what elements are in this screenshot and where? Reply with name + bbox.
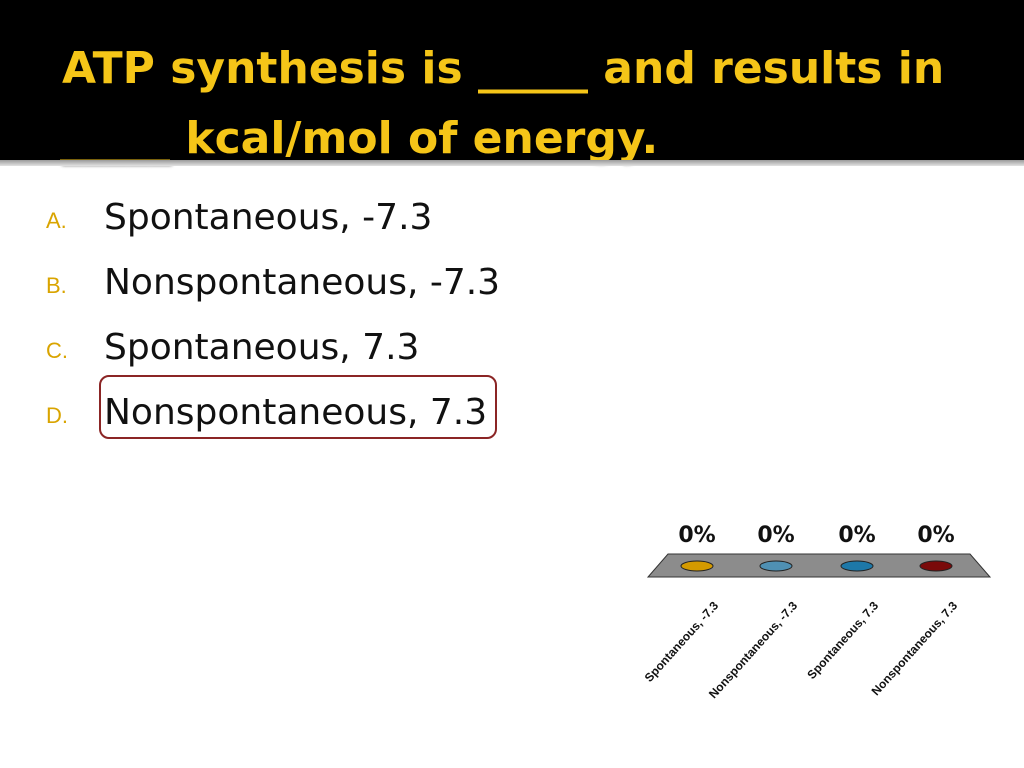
option-letter: C. (46, 338, 68, 363)
option-text: Spontaneous, -7.3 (104, 197, 433, 238)
option-c[interactable]: C. Spontaneous, 7.3 (46, 326, 500, 391)
chart-platform (646, 553, 992, 578)
answer-options: A. Spontaneous, -7.3 B. Nonspontaneous, … (46, 196, 500, 456)
option-b[interactable]: B. Nonspontaneous, -7.3 (46, 261, 500, 326)
slide-title-line-2: _____ kcal/mol of energy. (60, 113, 659, 164)
chart-category-label: Nonspontaneous, -7.3 (706, 598, 800, 701)
option-letter: A. (46, 208, 67, 233)
chart-category-label: Spontaneous, 7.3 (804, 598, 881, 681)
option-text: Nonspontaneous, -7.3 (104, 262, 501, 303)
option-a[interactable]: A. Spontaneous, -7.3 (46, 196, 500, 261)
slide-title-line-1: ATP synthesis is _____ and results in (62, 43, 945, 94)
option-text: Nonspontaneous, 7.3 (104, 392, 488, 433)
chart-bar-base (840, 560, 874, 572)
chart-value-label: 0% (917, 523, 954, 548)
option-d[interactable]: D. Nonspontaneous, 7.3 (46, 391, 500, 456)
chart-bar-base (680, 560, 714, 572)
title-bar: ATP synthesis is _____ and results in __… (0, 0, 1024, 164)
chart-value-label: 0% (678, 523, 715, 548)
response-chart: 0% Spontaneous, -7.3 0% Nonspontaneous, -7.… (640, 510, 1000, 730)
title-divider (0, 160, 1024, 166)
chart-category-label: Spontaneous, -7.3 (642, 598, 722, 684)
option-letter: D. (46, 403, 68, 428)
option-text: Spontaneous, 7.3 (104, 327, 420, 368)
chart-bar-base (919, 560, 953, 572)
chart-value-label: 0% (757, 523, 794, 548)
chart-category-label: Nonspontaneous, 7.3 (869, 598, 961, 698)
chart-bar-base (759, 560, 793, 572)
response-chart-svg: 0% Spontaneous, -7.3 0% Nonspontaneous, -7.… (642, 523, 992, 701)
correct-answer-highlight (99, 375, 497, 439)
option-letter: B. (46, 273, 67, 298)
chart-value-label: 0% (838, 523, 875, 548)
